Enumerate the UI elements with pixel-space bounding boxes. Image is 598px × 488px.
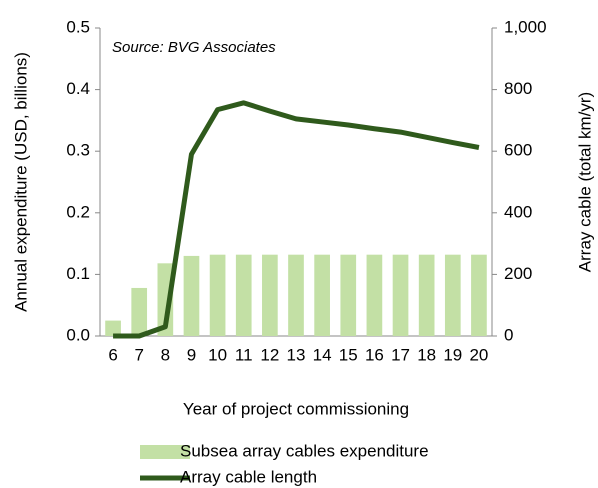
x-tick-label: 12 xyxy=(260,345,279,364)
bar xyxy=(209,254,226,336)
bar xyxy=(340,254,357,336)
x-tick-label: 18 xyxy=(417,345,436,364)
x-tick-label: 6 xyxy=(108,345,117,364)
y-tick-label: 0.3 xyxy=(66,141,90,160)
x-tick-label: 11 xyxy=(235,345,253,364)
y2-tick-label: 1,000 xyxy=(504,17,547,36)
y-tick-label: 0.5 xyxy=(66,17,90,36)
y-tick-label: 0.1 xyxy=(66,264,90,283)
y2-tick-label: 800 xyxy=(504,79,532,98)
x-tick-label: 10 xyxy=(208,345,227,364)
legend-label: Subsea array cables expenditure xyxy=(180,441,429,460)
x-tick-label: 15 xyxy=(339,345,358,364)
bar xyxy=(105,320,121,336)
legend-label: Array cable length xyxy=(180,467,317,486)
legend-swatch xyxy=(140,445,190,459)
x-tick-label: 8 xyxy=(161,345,170,364)
y2-tick-label: 400 xyxy=(504,202,532,221)
annotation: Source: BVG Associates xyxy=(112,39,276,56)
bar xyxy=(288,254,304,336)
y2-tick-label: 200 xyxy=(504,264,532,283)
bar xyxy=(157,263,174,336)
line xyxy=(113,100,480,339)
x-tick-label: 14 xyxy=(313,345,332,364)
bar xyxy=(314,254,330,336)
y2-tick-label: 600 xyxy=(504,141,532,160)
y2-tick-label: 0 xyxy=(504,325,513,344)
y-tick-label: 0.0 xyxy=(66,325,90,344)
x-tick-label: 16 xyxy=(365,345,384,364)
y-axis-title: Annual expenditure (USD, billions) xyxy=(11,52,30,312)
x-tick-label: 7 xyxy=(134,345,143,364)
x-tick-label: 19 xyxy=(443,345,462,364)
bar xyxy=(471,254,487,336)
x-tick-label: 20 xyxy=(469,345,488,364)
bar xyxy=(131,287,148,336)
x-tick-label: 9 xyxy=(187,345,196,364)
bar xyxy=(235,254,252,336)
bar xyxy=(262,254,278,336)
y-tick-label: 0.2 xyxy=(66,202,90,221)
bar xyxy=(418,254,435,336)
bar xyxy=(392,254,409,336)
bar xyxy=(444,254,461,336)
x-tick-label: 17 xyxy=(391,345,410,364)
x-tick-label: 13 xyxy=(287,345,306,364)
y-tick-label: 0.4 xyxy=(66,79,90,98)
bar xyxy=(183,255,200,336)
y2-axis-title: Array cable (total km/yr) xyxy=(575,92,594,272)
x-axis-title: Year of project commissioning xyxy=(183,399,409,418)
bar xyxy=(366,254,383,336)
